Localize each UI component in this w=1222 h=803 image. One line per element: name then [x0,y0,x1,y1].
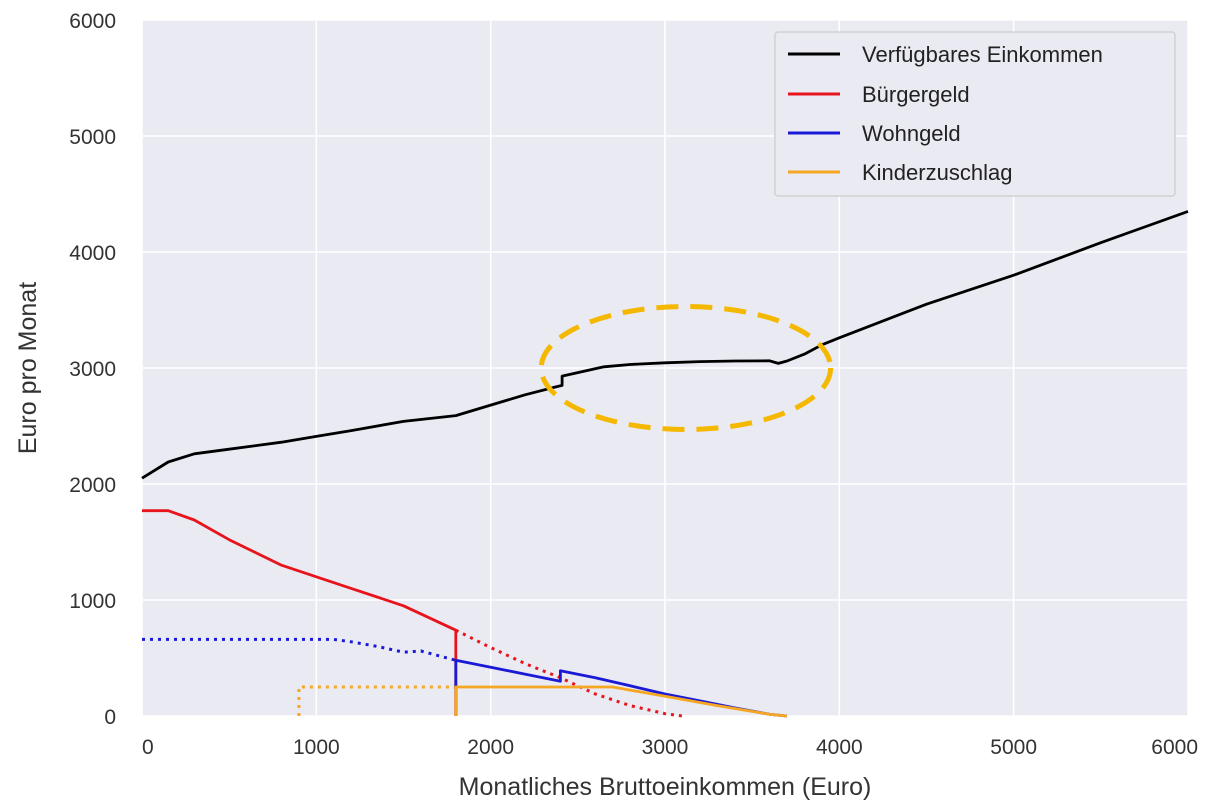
x-tick-label-3000: 3000 [642,736,689,759]
legend-item-buergergeld: Bürgergeld [788,82,970,107]
x-tick-label-0: 0 [142,736,154,759]
y-tick-label-6000: 6000 [69,10,116,33]
x-tick-label-4000: 4000 [816,736,863,759]
y-tick-label-5000: 5000 [69,126,116,149]
x-tick-labels: 0 1000 2000 3000 4000 5000 6000 [142,736,1198,759]
legend: Verfügbares Einkommen Bürgergeld Wohngel… [774,31,1176,197]
legend-box [774,31,1176,197]
legend-label-verfuegbares-einkommen: Verfügbares Einkommen [862,42,1103,67]
y-tick-label-4000: 4000 [69,242,116,265]
series-line-4 [142,637,457,662]
y-tick-label-0: 0 [104,706,116,729]
legend-item-wohngeld: Wohngeld [788,121,961,146]
legend-label-kinderzuschlag: Kinderzuschlag [862,160,1012,185]
x-tick-label-1000: 1000 [293,736,340,759]
y-tick-label-2000: 2000 [69,474,116,497]
legend-item-verfuegbares-einkommen: Verfügbares Einkommen [788,42,1103,67]
annotation-layer [538,304,834,432]
series-lines [141,210,1189,718]
annotation-ellipse-0 [538,304,834,432]
y-tick-label-1000: 1000 [69,590,116,613]
y-axis-label: Euro pro Monat [14,282,42,454]
series-line-0 [141,210,1189,480]
x-axis-label: Monatliches Bruttoeinkommen (Euro) [459,773,872,801]
y-tick-label-3000: 3000 [69,358,116,381]
series-line-5 [454,685,788,718]
y-tick-labels: 0 1000 2000 3000 4000 5000 6000 [69,10,116,729]
x-tick-label-6000: 6000 [1151,736,1198,759]
grid-lines [141,19,1189,717]
x-tick-label-2000: 2000 [467,736,514,759]
series-line-1 [142,509,458,716]
legend-item-kinderzuschlag: Kinderzuschlag [788,160,1012,185]
x-tick-label-5000: 5000 [990,736,1037,759]
legend-label-wohngeld: Wohngeld [862,121,961,146]
legend-label-buergergeld: Bürgergeld [862,82,970,107]
